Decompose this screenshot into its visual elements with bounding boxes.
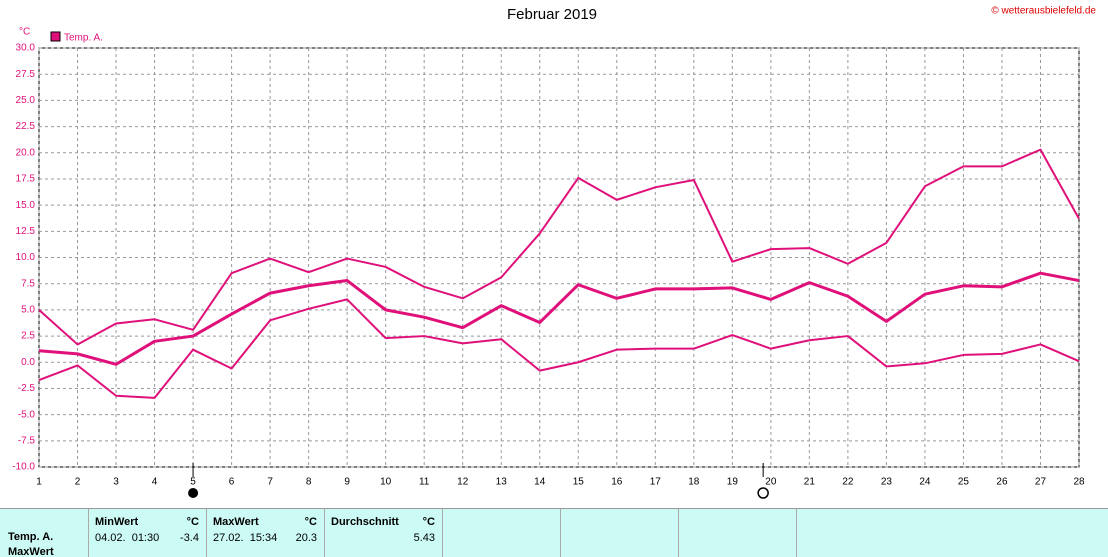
x-tick-label: 7 xyxy=(267,477,273,488)
series-line xyxy=(38,148,1080,346)
y-tick-label: 5.0 xyxy=(21,305,35,316)
y-tick-label: 17.5 xyxy=(16,174,36,185)
y-tick-label: 2.5 xyxy=(21,331,35,342)
x-tick-label: 28 xyxy=(1073,477,1085,488)
y-tick-label: -7.5 xyxy=(18,435,36,446)
value: 20.3 xyxy=(295,532,317,544)
legend-label: Temp. A. xyxy=(64,33,103,44)
legend-swatch xyxy=(50,31,61,42)
x-tick-label: 18 xyxy=(688,477,700,488)
y-tick-label: 7.5 xyxy=(21,278,35,289)
y-tick-label: 20.0 xyxy=(16,147,36,158)
new-moon xyxy=(188,488,199,498)
time: 04.02. 01:30 xyxy=(95,532,160,544)
x-tick-label: 1 xyxy=(36,477,42,488)
x-tick-label: 19 xyxy=(727,477,739,488)
y-tick-label: -5.0 xyxy=(18,409,36,420)
x-tick-label: 22 xyxy=(842,477,854,488)
y-tick-label: 12.5 xyxy=(16,226,36,237)
x-tick-label: 12 xyxy=(457,477,469,488)
y-tick-label: -2.5 xyxy=(18,383,36,394)
x-tick-label: 26 xyxy=(996,477,1008,488)
col-header: MaxWert xyxy=(213,516,259,528)
y-tick-label: 0.0 xyxy=(21,357,35,368)
x-tick-label: 16 xyxy=(611,477,623,488)
x-tick-label: 9 xyxy=(344,477,350,488)
y-tick-label: 15.0 xyxy=(16,200,36,211)
cell: MaxWert °C 27.02. 15:34 20.3 xyxy=(206,509,325,557)
row-label: Temp. A. xyxy=(8,531,54,543)
y-tick-label: 27.5 xyxy=(16,69,36,80)
x-tick-label: 11 xyxy=(419,477,430,488)
y-tick-label: -10.0 xyxy=(12,462,35,473)
x-tick-label: 13 xyxy=(496,477,508,488)
col-unit: °C xyxy=(186,516,199,528)
time: 27.02. 15:34 xyxy=(213,532,278,544)
x-tick-label: 4 xyxy=(152,477,158,488)
value: 5.43 xyxy=(413,532,435,544)
value: -3.4 xyxy=(180,532,199,544)
x-tick-label: 25 xyxy=(958,477,970,488)
series-line xyxy=(38,298,1080,399)
x-tick-label: 21 xyxy=(804,477,816,488)
x-tick-label: 2 xyxy=(75,477,81,488)
y-tick-label: 30.0 xyxy=(16,43,36,54)
chart-title: Februar 2019 xyxy=(507,6,597,23)
cell xyxy=(560,509,679,557)
y-unit: °C xyxy=(19,27,30,38)
x-tick-label: 17 xyxy=(650,477,662,488)
cell xyxy=(678,509,797,557)
full-moon xyxy=(757,487,769,499)
y-tick-label: 25.0 xyxy=(16,95,36,106)
col-unit: °C xyxy=(304,516,317,528)
x-tick-label: 15 xyxy=(573,477,585,488)
cell xyxy=(796,509,1108,557)
col-unit: °C xyxy=(422,516,435,528)
x-tick-label: 10 xyxy=(380,477,392,488)
x-tick-label: 5 xyxy=(190,477,196,488)
x-tick-label: 20 xyxy=(765,477,777,488)
credit: © wetterausbielefeld.de xyxy=(991,6,1096,17)
series-line xyxy=(38,271,1080,366)
x-tick-label: 8 xyxy=(306,477,312,488)
x-tick-label: 14 xyxy=(534,477,546,488)
cell: Durchschnitt °C 5.43 xyxy=(324,509,443,557)
col-header: Durchschnitt xyxy=(331,516,399,528)
chart: Februar 2019 © wetterausbielefeld.de °C … xyxy=(12,6,1096,499)
x-tick-label: 6 xyxy=(229,477,235,488)
stats-table: Temp. A. MaxWert MinWert °C 04.02. 01:30… xyxy=(0,508,1108,557)
row-label: MaxWert xyxy=(8,546,54,557)
cell: MinWert °C 04.02. 01:30 -3.4 xyxy=(88,509,207,557)
y-tick-label: 22.5 xyxy=(16,121,36,132)
x-tick-label: 23 xyxy=(881,477,893,488)
x-tick-label: 27 xyxy=(1035,477,1047,488)
x-tick-label: 3 xyxy=(113,477,119,488)
cell xyxy=(442,509,561,557)
col-header: MinWert xyxy=(95,516,139,528)
y-tick-label: 10.0 xyxy=(16,252,36,263)
x-tick-label: 24 xyxy=(919,477,931,488)
